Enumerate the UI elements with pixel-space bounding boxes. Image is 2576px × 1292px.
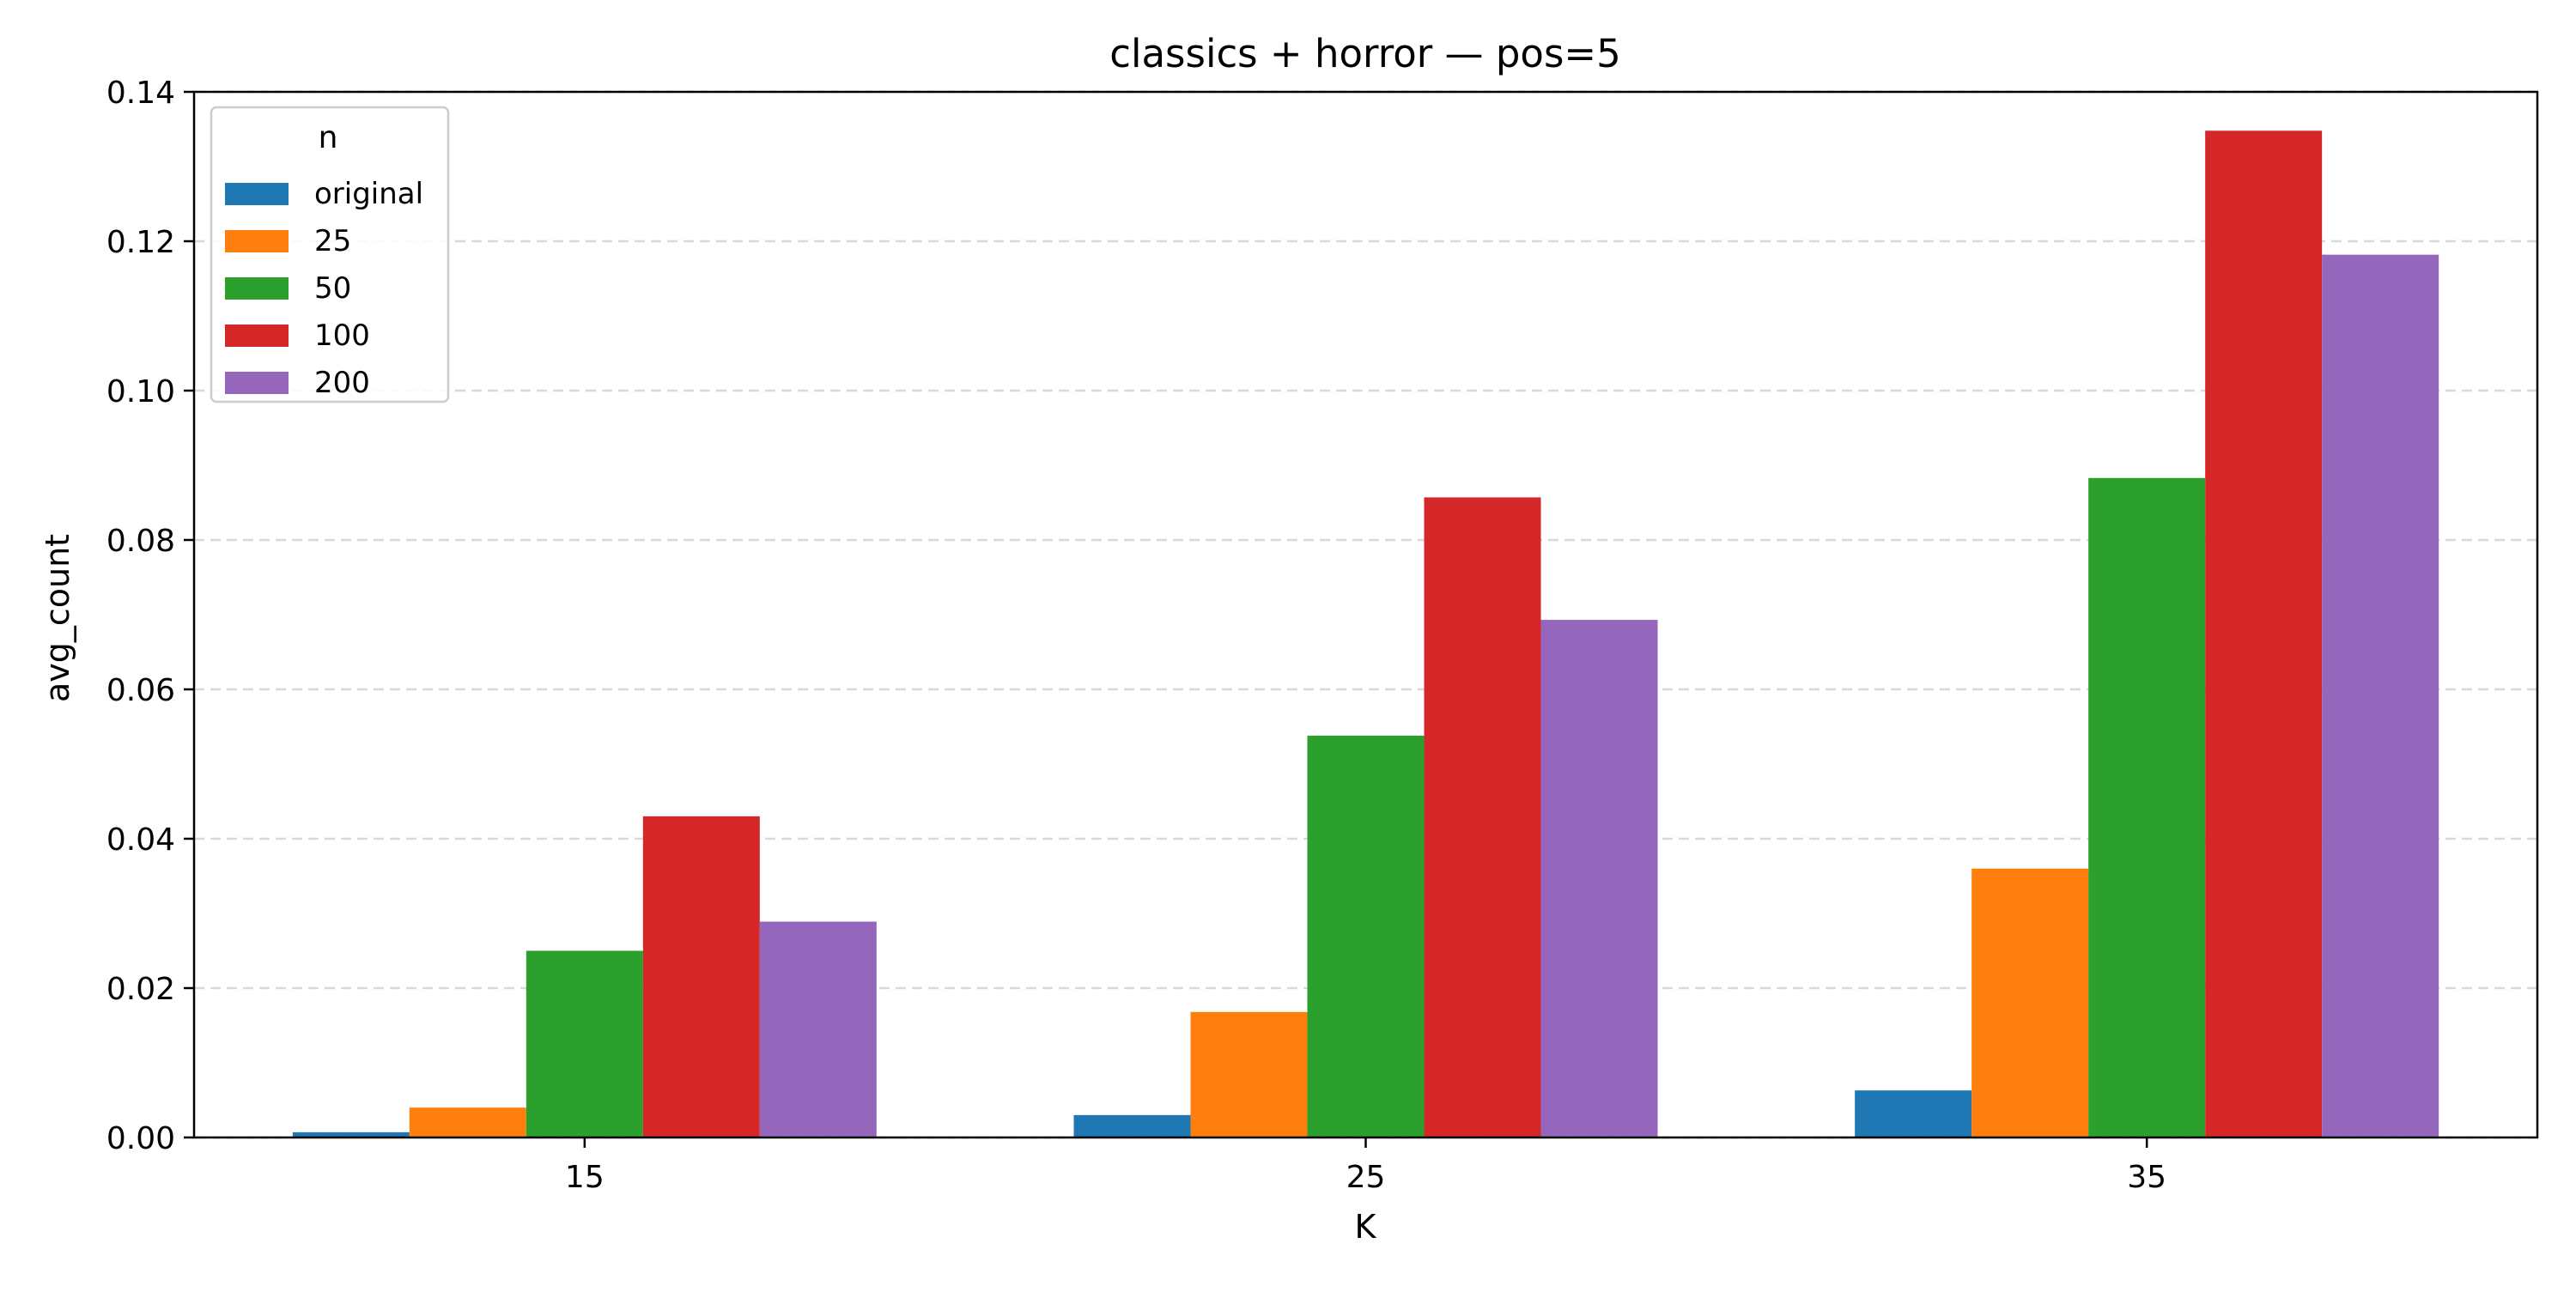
x-tick-label: 25 <box>1346 1160 1386 1195</box>
y-tick-label: 0.06 <box>106 673 175 708</box>
x-tick-label: 35 <box>2127 1160 2166 1195</box>
bar-original-25 <box>1073 1114 1191 1137</box>
bar-100-15 <box>642 816 760 1137</box>
legend-title: n <box>319 120 338 155</box>
bar-25-15 <box>409 1107 526 1137</box>
legend-label-50: 50 <box>314 271 351 306</box>
legend-label-original: original <box>314 177 423 211</box>
bar-25-25 <box>1190 1011 1308 1137</box>
bar-200-35 <box>2322 254 2439 1137</box>
legend-swatch-50 <box>225 277 289 300</box>
x-axis-label: K <box>1355 1208 1377 1246</box>
y-tick-label: 0.08 <box>106 524 175 559</box>
y-tick-label: 0.04 <box>106 822 175 858</box>
chart-title: classics + horror — pos=5 <box>1109 31 1621 76</box>
bar-original-35 <box>1855 1090 1972 1137</box>
bars <box>292 130 2439 1138</box>
y-axis-label: avg_count <box>39 534 76 702</box>
plot-frame <box>192 90 2539 1139</box>
bar-50-25 <box>1307 735 1425 1137</box>
legend-swatch-original <box>225 183 289 205</box>
legend-swatch-100 <box>225 325 289 347</box>
legend-swatch-25 <box>225 230 289 252</box>
y-tick-label: 0.10 <box>106 374 175 409</box>
legend-label-200: 200 <box>314 366 370 400</box>
bar-original-15 <box>292 1131 410 1137</box>
bar-25-35 <box>1971 868 2089 1137</box>
bar-200-15 <box>759 921 877 1137</box>
y-tick-label: 0.00 <box>106 1121 175 1156</box>
legend-label-100: 100 <box>314 318 370 353</box>
legend-swatch-200 <box>225 372 289 394</box>
legend: n original 25 50 100 200 <box>210 106 450 403</box>
x-tick-label: 15 <box>565 1160 605 1195</box>
bar-200-25 <box>1540 620 1658 1137</box>
bar-50-35 <box>2088 477 2206 1137</box>
bar-100-25 <box>1424 497 1541 1137</box>
bar-50-15 <box>526 950 643 1137</box>
legend-label-25: 25 <box>314 224 351 258</box>
y-tick-label: 0.12 <box>106 225 175 260</box>
y-tick-label: 0.14 <box>106 76 175 111</box>
axes: 0.00 0.02 0.04 0.06 0.08 0.10 0.12 0.14 15 25 35 <box>106 76 2539 1195</box>
bar-100-35 <box>2205 130 2323 1138</box>
y-tick-label: 0.02 <box>106 972 175 1007</box>
